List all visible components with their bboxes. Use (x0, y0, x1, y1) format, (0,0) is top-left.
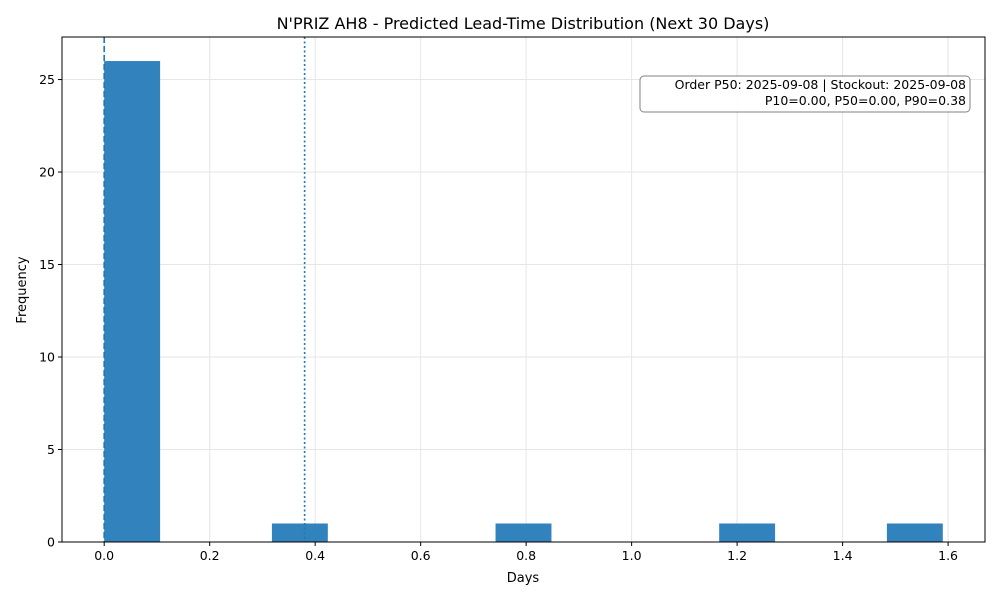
y-axis-label: Frequency (15, 256, 30, 323)
chart-title: N'PRIZ AH8 - Predicted Lead-Time Distrib… (277, 14, 770, 33)
y-tick-label-4: 20 (39, 165, 55, 180)
x-tick-label-1: 0.2 (200, 548, 220, 563)
x-tick-label-0: 0.0 (94, 548, 114, 563)
x-tick-label-2: 0.4 (305, 548, 325, 563)
histogram-bar-3 (719, 523, 776, 542)
y-tick-label-0: 0 (47, 535, 55, 550)
x-tick-label-8: 1.6 (938, 548, 958, 563)
grid (62, 37, 985, 543)
y-tick-label-3: 15 (39, 257, 55, 272)
plot-frame (61, 36, 986, 543)
x-tick-label-5: 1.0 (622, 548, 642, 563)
histogram-bar-0 (104, 61, 161, 543)
x-tick-label-4: 0.8 (516, 548, 536, 563)
histogram-bar-4 (886, 523, 943, 542)
x-tick-label-7: 1.4 (833, 548, 853, 563)
y-tick-label-5: 25 (39, 72, 55, 87)
x-axis-ticks: 0.0 0.2 0.4 0.6 0.8 1.0 1.2 1.4 1.6 (94, 542, 958, 563)
annotation-frame (639, 75, 971, 113)
histogram-bar-1 (271, 523, 328, 542)
histogram-bar-2 (495, 523, 552, 542)
y-tick-label-2: 10 (39, 350, 55, 365)
x-tick-label-6: 1.2 (727, 548, 747, 563)
reference-lines (103, 37, 306, 542)
x-axis-label: Days (507, 571, 540, 586)
annotation-box: Order P50: 2025-09-08 | Stockout: 2025-0… (639, 75, 971, 113)
annotation-line-1: Order P50: 2025-09-08 | Stockout: 2025-0… (675, 77, 966, 92)
annotation-line-2: P10=0.00, P50=0.00, P90=0.38 (765, 93, 966, 108)
x-tick-label-3: 0.6 (411, 548, 431, 563)
bars (104, 61, 943, 543)
y-tick-label-1: 5 (47, 442, 55, 457)
y-axis-ticks: 0 5 10 15 20 25 (39, 72, 62, 550)
